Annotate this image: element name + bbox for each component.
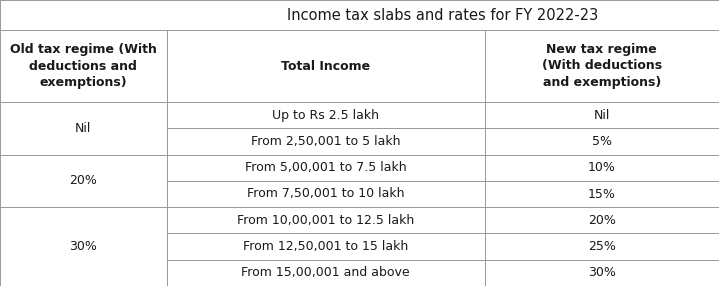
Bar [0,30,167,102]
Bar [485,181,719,207]
Text: From 10,00,001 to 12.5 lakh: From 10,00,001 to 12.5 lakh [237,214,414,227]
Text: 20%: 20% [70,174,97,187]
Bar [167,233,485,260]
Text: Nil: Nil [75,122,91,135]
Text: From 12,50,001 to 15 lakh: From 12,50,001 to 15 lakh [243,240,408,253]
Text: Total Income: Total Income [281,59,370,72]
Text: 15%: 15% [588,188,615,200]
Bar [485,102,719,128]
Bar [0,102,167,154]
Bar [0,207,167,286]
Text: From 7,50,001 to 10 lakh: From 7,50,001 to 10 lakh [247,188,405,200]
Text: 10%: 10% [588,161,615,174]
Text: New tax regime
(With deductions
and exemptions): New tax regime (With deductions and exem… [541,43,662,89]
Text: 30%: 30% [70,240,97,253]
Bar [0,154,167,207]
Bar [485,207,719,233]
Bar [167,102,485,128]
Text: 5%: 5% [592,135,612,148]
Bar [485,233,719,260]
Bar [485,30,719,102]
Text: From 2,50,001 to 5 lakh: From 2,50,001 to 5 lakh [251,135,400,148]
Text: From 5,00,001 to 7.5 lakh: From 5,00,001 to 7.5 lakh [245,161,406,174]
Bar [167,260,485,286]
Text: Nil: Nil [594,109,610,122]
Text: 20%: 20% [588,214,615,227]
Text: 30%: 30% [588,266,615,279]
Text: 25%: 25% [588,240,615,253]
Text: Income tax slabs and rates for FY 2022-23: Income tax slabs and rates for FY 2022-2… [288,7,598,23]
Bar [485,128,719,154]
Bar [167,181,485,207]
Bar [167,128,485,154]
Text: Old tax regime (With
deductions and
exemptions): Old tax regime (With deductions and exem… [10,43,157,89]
Bar [0,0,719,30]
Bar [485,154,719,181]
Text: From 15,00,001 and above: From 15,00,001 and above [242,266,410,279]
Text: Up to Rs 2.5 lakh: Up to Rs 2.5 lakh [273,109,379,122]
Bar [167,207,485,233]
Bar [485,260,719,286]
Bar [167,30,485,102]
Bar [167,154,485,181]
